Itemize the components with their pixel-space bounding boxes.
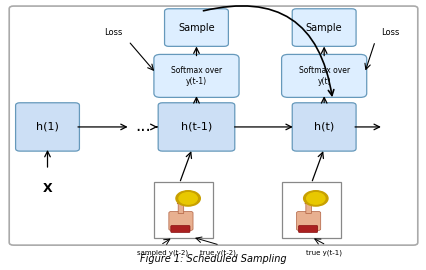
Text: Sample: Sample: [305, 23, 342, 33]
Text: ...: ...: [135, 117, 151, 135]
Text: h(1): h(1): [36, 122, 59, 132]
Text: h(t): h(t): [313, 122, 334, 132]
Circle shape: [306, 193, 324, 204]
Text: h(t-1): h(t-1): [181, 122, 212, 132]
FancyBboxPatch shape: [16, 103, 79, 151]
FancyBboxPatch shape: [153, 55, 239, 97]
Text: Figure 1: Scheduled Sampling: Figure 1: Scheduled Sampling: [140, 254, 286, 264]
Text: Softmax over
y(t): Softmax over y(t): [298, 66, 349, 86]
FancyArrowPatch shape: [203, 6, 333, 96]
Text: Softmax over
y(t-1): Softmax over y(t-1): [170, 66, 222, 86]
Text: true y(t-2): true y(t-2): [199, 250, 235, 256]
FancyArrow shape: [304, 200, 312, 213]
FancyBboxPatch shape: [291, 103, 355, 151]
FancyBboxPatch shape: [291, 9, 355, 46]
Text: Loss: Loss: [104, 28, 122, 38]
FancyBboxPatch shape: [168, 212, 193, 230]
FancyBboxPatch shape: [170, 225, 190, 232]
Text: Sample: Sample: [178, 23, 214, 33]
Circle shape: [303, 191, 327, 206]
FancyBboxPatch shape: [281, 182, 340, 238]
Circle shape: [178, 193, 197, 204]
Text: true y(t-1): true y(t-1): [305, 250, 341, 256]
FancyBboxPatch shape: [158, 103, 234, 151]
Text: X: X: [43, 182, 52, 195]
Text: Loss: Loss: [380, 28, 398, 38]
FancyBboxPatch shape: [164, 9, 228, 46]
FancyBboxPatch shape: [153, 182, 213, 238]
FancyArrow shape: [177, 200, 184, 213]
FancyBboxPatch shape: [281, 55, 366, 97]
FancyBboxPatch shape: [296, 212, 320, 230]
FancyBboxPatch shape: [298, 225, 317, 232]
Circle shape: [176, 191, 200, 206]
Text: sampled y(t-2): sampled y(t-2): [137, 250, 187, 256]
FancyBboxPatch shape: [9, 6, 417, 245]
